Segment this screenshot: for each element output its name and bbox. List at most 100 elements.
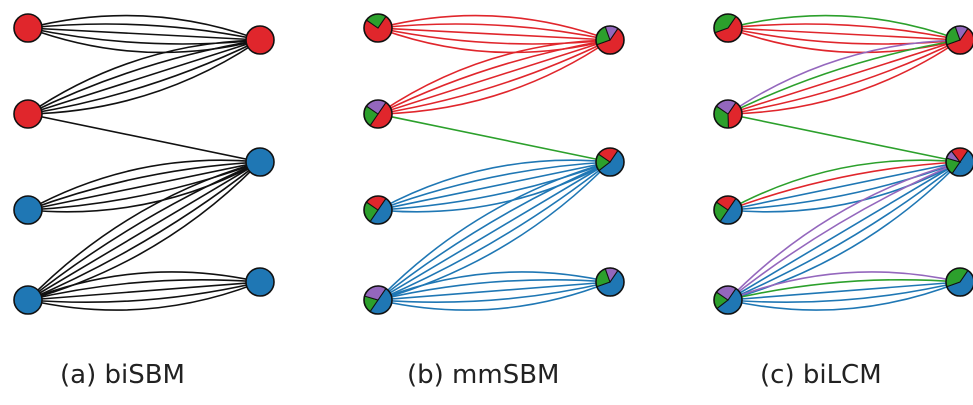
edge [27,161,261,301]
left-node [363,285,393,315]
edge [727,159,961,211]
left-node [13,13,43,43]
edge [727,161,961,301]
edge [377,281,611,301]
edge [27,39,261,115]
right-node [945,267,973,297]
right-node [595,267,625,297]
edge [27,281,261,304]
right-node [595,147,625,177]
edge [727,161,961,301]
edge [727,23,961,41]
edge [727,39,961,115]
edge [727,281,961,304]
edge [377,161,611,301]
edge [377,161,611,211]
left-node [363,195,393,225]
edge [27,278,261,301]
right-node [245,267,275,297]
edge [377,159,611,211]
edge [377,39,611,115]
edge [27,161,261,301]
edge [27,39,261,115]
edge [377,161,611,213]
edge [27,281,261,301]
edge [727,281,961,301]
edge [27,23,261,41]
edge [377,281,611,304]
edge [27,161,261,301]
right-node [245,147,275,177]
right-node [945,147,973,177]
left-node [713,13,743,43]
edge [27,113,261,163]
edge [377,23,611,41]
panel-c [713,13,973,315]
edge [27,27,261,41]
edge [727,161,961,213]
edge [727,39,961,115]
left-node [713,285,743,315]
edge [377,161,611,301]
edge [727,113,961,163]
edge [377,39,611,115]
edge [377,27,611,41]
edge [377,14,611,41]
edge [27,39,261,115]
edge [727,14,961,41]
edge [27,281,261,311]
edge [27,161,261,301]
right-node [595,25,625,55]
caption-b: (b) mmSBM [407,360,560,390]
edge [27,14,261,41]
edge [27,161,261,211]
edge [377,161,611,211]
edge [727,39,961,115]
right-node [245,25,275,55]
edge [27,27,261,45]
caption-a: (a) biSBM [60,360,185,390]
edge [727,281,961,311]
left-node [713,195,743,225]
edge [377,27,611,45]
edge [377,161,611,211]
edge [727,161,961,301]
edge [27,161,261,211]
panel-b [363,13,625,315]
edge [27,161,261,213]
caption-c: (c) biLCM [760,360,882,390]
left-node [13,195,43,225]
edge [727,27,961,41]
edge [727,39,961,115]
edge [377,161,611,301]
edge [377,113,611,163]
edge [377,271,611,301]
edge [27,39,261,115]
edge [27,27,261,54]
edge [377,39,611,115]
edge [727,161,961,301]
edge [377,39,611,115]
edge [727,39,961,115]
left-node [363,13,393,43]
left-node [713,99,743,129]
edge [27,39,261,115]
edge [377,27,611,54]
edge [727,161,961,211]
edge [377,39,611,115]
edge [727,271,961,301]
left-node [13,285,43,315]
edge [27,161,261,211]
edge [27,159,261,211]
edge [377,161,611,301]
panel-a [13,13,275,315]
edge [377,281,611,311]
edge [377,161,611,301]
edge [727,161,961,211]
edge [727,278,961,301]
edge [727,27,961,45]
edge [727,161,961,301]
edge [377,278,611,301]
right-node [945,25,973,55]
